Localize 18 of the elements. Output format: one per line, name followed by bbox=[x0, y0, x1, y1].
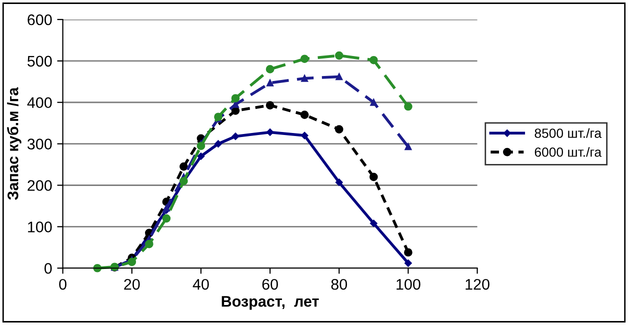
x-tick-label: 40 bbox=[192, 278, 209, 290]
x-tick-label: 60 bbox=[262, 278, 278, 290]
y-tick-label: 600 bbox=[28, 14, 52, 26]
legend-label: 8500 шт./га bbox=[534, 128, 602, 138]
legend-label: 6000 шт./га bbox=[534, 147, 602, 157]
y-tick-label: 100 bbox=[28, 222, 52, 232]
x-axis-title: Возраст, лет bbox=[222, 296, 319, 310]
x-tick-label: 80 bbox=[331, 278, 348, 290]
y-tick-label: 300 bbox=[27, 138, 52, 150]
x-tick-label: 120 bbox=[466, 278, 490, 290]
x-tick-label: 20 bbox=[124, 278, 140, 290]
x-tick-label: 100 bbox=[396, 278, 420, 290]
y-tick-label: 400 bbox=[27, 97, 52, 108]
x-tick-label: 0 bbox=[59, 278, 66, 290]
y-tick-label: 200 bbox=[28, 180, 52, 191]
y-tick-label: 500 bbox=[28, 56, 52, 67]
y-axis-title: Запас куб.м /га bbox=[6, 87, 22, 200]
y-tick-label: 0 bbox=[44, 262, 52, 274]
